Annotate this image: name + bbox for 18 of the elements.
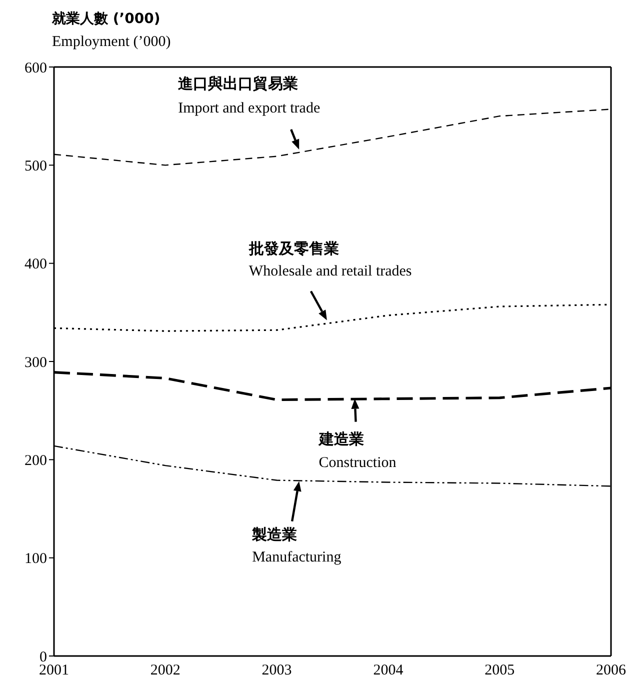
x-tick-label: 2002 <box>150 662 180 679</box>
annotation: 進口與出口貿易業 Import and export trade <box>177 74 320 116</box>
y-tick-label: 500 <box>24 158 47 174</box>
y-tick-label: 200 <box>24 452 47 469</box>
y-tick-label: 600 <box>24 60 47 76</box>
annotation: 製造業 Manufacturing <box>251 525 342 566</box>
x-tick-label: 2001 <box>39 662 69 679</box>
y-tick-label: 400 <box>24 256 47 273</box>
annotation: 批發及零售業 Wholesale and retail trades <box>248 239 412 280</box>
x-tick-label: 2005 <box>484 662 515 679</box>
y-tick-label: 0 <box>40 649 47 666</box>
x-tick-label: 2006 <box>596 662 626 679</box>
y-tick-label: 300 <box>24 354 47 371</box>
annotation: 建造業 Construction <box>318 430 397 471</box>
y-axis-title: 就業人數 (’000) Employment (’000) <box>52 10 172 52</box>
y-tick-label: 100 <box>24 551 47 568</box>
x-tick-label: 2004 <box>373 662 404 679</box>
x-tick-label: 2003 <box>262 662 292 679</box>
